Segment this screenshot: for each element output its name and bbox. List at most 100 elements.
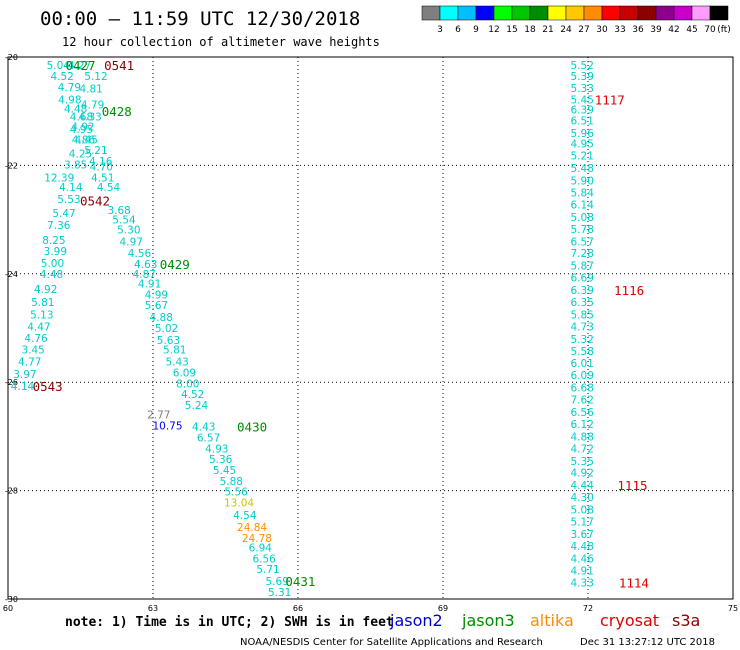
x-tick-label: 66: [293, 604, 303, 613]
pass-number-label: 1116: [614, 283, 644, 298]
y-tick-label: -24: [5, 270, 18, 279]
wave-height-label: 10.75: [152, 421, 182, 433]
footer-credit: NOAA/NESDIS Center for Satellite Applica…: [240, 637, 543, 648]
x-tick-label: 75: [728, 604, 738, 613]
wave-height-label: 4.72: [571, 443, 594, 455]
wave-height-label: 4.33: [571, 578, 594, 590]
wave-height-label: 5.87: [571, 261, 594, 273]
wave-height-label: 4.70: [90, 161, 113, 173]
wave-height-label: 4.52: [181, 389, 204, 401]
wave-height-label: 5.71: [256, 564, 279, 576]
colorbar-swatch: [655, 5, 675, 21]
wave-height-label: 4.56: [128, 248, 152, 260]
wave-height-label: 4.44: [571, 480, 595, 492]
wave-height-label: 3.97: [13, 369, 36, 381]
wave-height-label: 7.62: [571, 395, 594, 407]
y-tick-label: -26: [5, 378, 18, 387]
plot-area: 60 63 66 69 72 75-20-22-24-26-28-305.044.274.…: [3, 53, 738, 613]
wave-height-label: 8.25: [42, 235, 65, 247]
wave-height-label: 5.17: [571, 516, 594, 528]
wave-height-label: 5.43: [165, 357, 188, 369]
colorbar-swatch: [673, 5, 693, 21]
wave-height-label: 6.39: [571, 285, 594, 297]
wave-height-label: 8.00: [176, 378, 199, 390]
wave-height-label: 4.16: [89, 156, 113, 168]
y-tick-label: -22: [5, 161, 18, 170]
pass-number-label: 0431: [285, 574, 315, 589]
wave-height-label: 5.67: [145, 300, 168, 312]
colorbar-swatch: [439, 5, 459, 21]
wave-height-label: 4.48: [64, 103, 87, 115]
wave-height-label: 4.88: [150, 312, 173, 324]
wave-height-label: 4.87: [133, 269, 156, 281]
wave-height-label: 5.36: [209, 454, 233, 466]
wave-height-label: 4.92: [34, 284, 57, 296]
wave-height-label: 5.52: [571, 60, 594, 72]
wave-height-label: 4.99: [145, 289, 168, 301]
wave-height-label: 4.95: [571, 139, 594, 151]
wave-height-label: 4.68: [70, 112, 93, 124]
wave-height-label: 5.54: [112, 215, 136, 227]
wave-height-label: 6.01: [571, 358, 594, 370]
colorbar-tick-label: 15: [506, 25, 517, 35]
wave-height-label: 6.56: [571, 407, 595, 419]
plot-frame: [7, 56, 734, 600]
wave-height-label: 5.21: [571, 151, 594, 163]
wave-height-label: 4.14: [11, 381, 35, 393]
wave-height-label: 3.85: [64, 159, 87, 171]
wave-height-label: 5.69: [266, 576, 289, 588]
wave-height-label: 5.58: [571, 346, 594, 358]
wave-height-label: 24.84: [237, 522, 267, 534]
wave-height-label: 4.88: [571, 431, 594, 443]
colorbar-tick-label: 27: [578, 25, 589, 35]
wave-height-label: 5.90: [571, 176, 594, 188]
pass-number-label: 1117: [595, 92, 625, 107]
colorbar-swatch: [691, 5, 711, 21]
wave-height-label: 5.81: [163, 345, 186, 357]
wave-height-label: 4.91: [138, 279, 161, 291]
wave-height-label: 5.30: [117, 224, 140, 236]
pass-number-label: 1114: [619, 576, 649, 591]
colorbar-swatch: [565, 5, 585, 21]
x-tick-label: 72: [583, 604, 593, 613]
wave-height-label: 2.77: [147, 410, 170, 422]
wave-height-label: 5.78: [571, 224, 594, 236]
wave-height-label: 5.02: [155, 323, 178, 335]
colorbar-tick-label: 21: [542, 25, 553, 35]
colorbar-tick-label: 36: [632, 25, 644, 35]
colorbar-swatch: [475, 5, 495, 21]
wave-height-label: 4.81: [79, 83, 102, 95]
wave-height-label: 5.08: [571, 505, 594, 517]
wave-height-label: 3.67: [571, 529, 594, 541]
satellite-legend: jason2 jason3 altika cryosat s3a: [389, 611, 700, 630]
colorbar-swatch: [493, 5, 513, 21]
colorbar-tick-label: 39: [650, 25, 662, 35]
wave-height-label: 5.24: [185, 400, 209, 412]
y-tick-label: -28: [5, 487, 18, 496]
colorbar-swatch: [421, 5, 441, 21]
wave-height-label: 4.48: [571, 541, 594, 553]
wave-height-label: 4.95: [70, 124, 93, 136]
wave-height-label: 5.85: [571, 309, 594, 321]
wave-height-label: 4.14: [59, 182, 83, 194]
colorbar-swatch: [547, 5, 567, 21]
wave-height-label: 5.32: [571, 334, 594, 346]
wave-height-label: 5.13: [30, 309, 53, 321]
colorbar-swatch: [601, 5, 621, 21]
wave-height-label: 4.47: [27, 321, 50, 333]
wave-height-label: 5.12: [84, 71, 107, 83]
wave-height-label: 5.45: [213, 465, 236, 477]
satellite-legend-entry: jason3: [461, 611, 515, 630]
colorbar-swatch: [583, 5, 603, 21]
colorbar-tick-label: 30: [596, 25, 608, 35]
wave-height-label: 5.08: [571, 212, 594, 224]
wave-height-label: 4.45: [75, 134, 98, 146]
pass-number-label: 0543: [33, 379, 63, 394]
wave-height-label: 5.39: [571, 71, 594, 83]
wave-height-label: 4.79: [58, 82, 81, 94]
wave-height-label: 6.57: [571, 236, 594, 248]
colorbar-swatch: [511, 5, 531, 21]
wave-height-label: 4.46: [571, 553, 595, 565]
wave-height-label: 4.33: [78, 112, 101, 124]
wave-height-label: 4.79: [81, 100, 104, 112]
